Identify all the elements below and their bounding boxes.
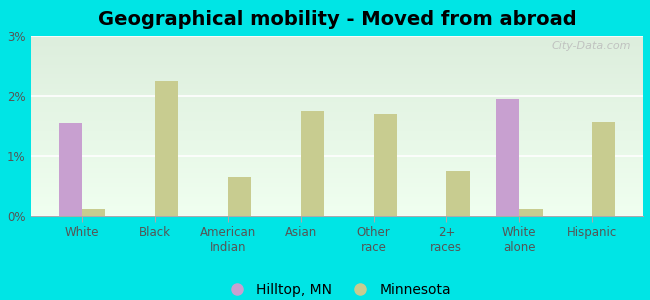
Title: Geographical mobility - Moved from abroad: Geographical mobility - Moved from abroa…	[98, 10, 577, 29]
Bar	[519, 209, 543, 216]
Bar	[227, 177, 251, 216]
Text: City-Data.com: City-Data.com	[551, 41, 630, 51]
Bar	[301, 111, 324, 216]
Legend: Hilltop, MN, Minnesota: Hilltop, MN, Minnesota	[218, 278, 457, 300]
Bar	[58, 123, 82, 216]
Bar	[374, 114, 397, 216]
Bar	[592, 122, 616, 216]
Bar	[447, 171, 470, 216]
Bar	[496, 99, 519, 216]
Bar	[82, 209, 105, 216]
Bar	[155, 81, 178, 216]
